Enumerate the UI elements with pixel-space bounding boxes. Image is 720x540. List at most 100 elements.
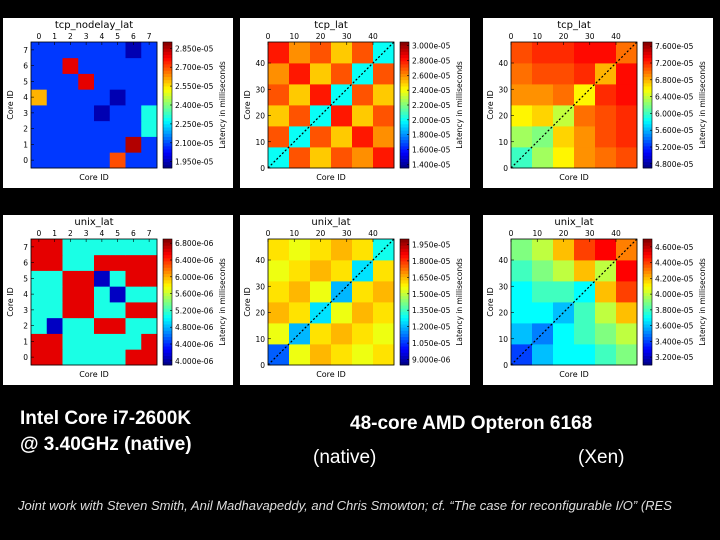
heatmap-cell — [289, 239, 311, 261]
caption: 48-core AMD Opteron 6168 — [350, 413, 593, 434]
heatmap-cell — [141, 120, 158, 137]
colorbar-band — [163, 342, 172, 347]
heatmap-cell — [31, 89, 48, 106]
colorbar-band — [163, 361, 172, 366]
heatmap-cell — [616, 147, 638, 169]
heatmap-cell — [141, 152, 158, 169]
heatmap-cell — [331, 63, 353, 85]
heatmap-cell — [125, 302, 142, 319]
heatmap-cell — [141, 270, 158, 287]
colorbar-band — [643, 327, 652, 331]
heatmap-cell — [373, 344, 395, 366]
x-tick-label: 0 — [266, 32, 271, 41]
colorbar-band — [163, 292, 172, 297]
heatmap-cell — [31, 349, 48, 366]
x-tick-label: 40 — [368, 32, 378, 41]
heatmap-cell — [109, 136, 126, 153]
colorbar-band — [163, 139, 172, 144]
heatmap-cell — [511, 63, 533, 85]
colorbar-band — [643, 70, 652, 74]
colorbar-band — [643, 245, 652, 249]
x-tick-label: 7 — [147, 229, 152, 238]
heatmap-cell — [125, 333, 142, 350]
heatmap-cell — [352, 147, 374, 169]
x-axis-label: Core ID — [316, 370, 346, 379]
heatmap-cell — [310, 344, 332, 366]
heatmap-cell — [268, 281, 290, 303]
colorbar-band — [163, 257, 172, 262]
colorbar-band — [643, 101, 652, 106]
heatmap-cell — [62, 89, 79, 106]
colorbar-band — [400, 305, 409, 309]
colorbar-band — [643, 92, 652, 96]
heatmap-cell — [595, 105, 617, 127]
colorbar-band — [643, 320, 652, 325]
x-axis-label: Core ID — [79, 370, 109, 379]
colorbar-band — [643, 48, 652, 52]
colorbar-band — [400, 295, 409, 300]
heatmap-cell — [595, 126, 617, 148]
heatmap-cell — [78, 302, 95, 319]
x-tick-label: 2 — [68, 229, 73, 238]
colorbar-band — [643, 279, 652, 284]
x-tick-label: 20 — [559, 229, 569, 238]
x-tick-label: 10 — [532, 229, 542, 238]
x-tick-label: 30 — [342, 32, 352, 41]
x-tick-label: 6 — [131, 229, 136, 238]
heatmap-cell — [141, 349, 158, 366]
colorbar-band — [643, 264, 652, 268]
heatmap-cell — [31, 105, 48, 122]
colorbar-tick-label: 2.600e-05 — [412, 71, 451, 80]
colorbar-band — [643, 308, 652, 312]
colorbar-tick-label: 4.600e-05 — [655, 243, 694, 252]
diagonal — [267, 41, 395, 169]
heatmap-cell — [310, 42, 332, 64]
colorbar-band — [163, 133, 172, 137]
colorbar-band — [400, 57, 409, 62]
heatmap-panel: unix_lat 0 10 20 30 40 0 10 20 30 40 Core ID Core ID… — [240, 215, 470, 385]
heatmap-cell — [125, 286, 142, 303]
heatmap-cell — [46, 120, 63, 137]
colorbar-band — [400, 101, 409, 106]
heatmap-cell — [125, 254, 142, 271]
heatmap-cell — [125, 89, 142, 106]
y-tick-label: 20 — [498, 309, 508, 318]
heatmap-cell — [511, 126, 533, 148]
heatmap-cell — [125, 136, 142, 153]
x-tick-label: 5 — [115, 229, 120, 238]
colorbar-band — [400, 320, 409, 325]
colorbar-band — [400, 317, 409, 322]
colorbar-band — [400, 79, 409, 84]
colorbar-band — [643, 242, 652, 246]
x-tick-label: 3 — [84, 32, 89, 41]
colorbar-band — [643, 254, 652, 259]
y-tick-label: 3 — [23, 306, 28, 315]
diagonal — [267, 238, 395, 366]
heatmap-cell — [532, 42, 554, 64]
heatmap-cell — [553, 63, 575, 85]
heatmap-cell — [46, 317, 63, 334]
heatmap-cell — [532, 105, 554, 127]
colorbar-band — [643, 346, 652, 350]
x-tick-label: 20 — [316, 229, 326, 238]
colorbar-band — [400, 355, 409, 360]
colorbar-band — [643, 248, 652, 252]
heatmap-cell — [310, 281, 332, 303]
colorbar-label: Latency in milliseconds — [455, 258, 464, 346]
heatmap-cell — [511, 281, 533, 303]
colorbar-band — [400, 142, 409, 147]
chart-title: unix_lat — [74, 217, 113, 228]
colorbar-tick-label: 6.000e-06 — [175, 273, 214, 282]
caption: Intel Core i7-2600K — [20, 408, 192, 429]
heatmap-cell — [31, 120, 48, 137]
heatmap-cell — [31, 239, 48, 256]
heatmap-cell — [109, 270, 126, 287]
heatmap-cell — [109, 254, 126, 271]
colorbar-band — [163, 355, 172, 360]
colorbar-band — [163, 270, 172, 275]
colorbar-band — [400, 358, 409, 363]
colorbar-band — [163, 64, 172, 68]
heatmap-cell — [574, 239, 596, 261]
x-tick-label: 10 — [289, 32, 299, 41]
